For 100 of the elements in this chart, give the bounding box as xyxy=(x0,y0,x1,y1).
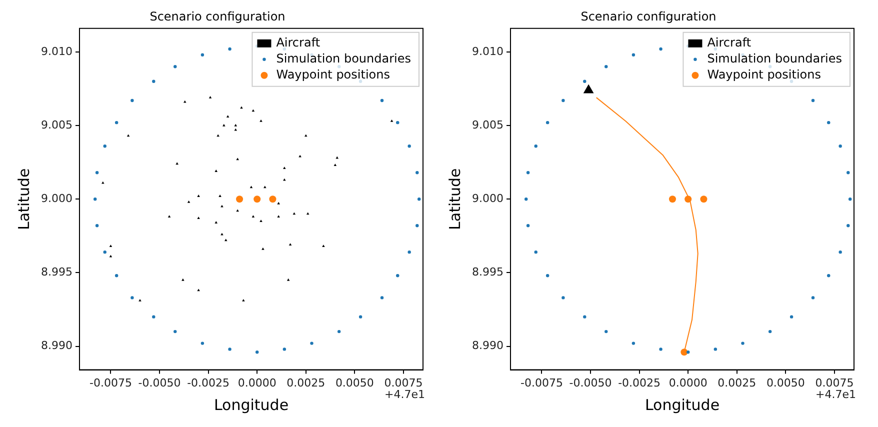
point xyxy=(838,144,842,148)
text: +4.7e1 xyxy=(816,388,856,402)
point xyxy=(811,296,815,300)
point xyxy=(416,171,419,174)
point xyxy=(408,250,411,254)
point xyxy=(109,254,112,258)
point xyxy=(306,212,310,215)
y-axis-title: Latitude xyxy=(14,168,33,230)
point xyxy=(222,124,226,126)
y-tick-label: 8.995 xyxy=(40,266,72,279)
point xyxy=(292,212,296,215)
x-tick-label: 0.0050 xyxy=(766,376,805,390)
point xyxy=(176,162,178,165)
x-tick-label: -0.0025 xyxy=(187,376,230,390)
point xyxy=(182,278,184,281)
legend-label: Aircraft xyxy=(276,36,320,50)
point xyxy=(583,84,594,94)
point xyxy=(526,171,530,174)
point xyxy=(126,134,130,137)
point xyxy=(197,216,200,220)
point xyxy=(277,202,280,204)
point xyxy=(790,315,794,318)
x-tick-label: 0.0075 xyxy=(384,376,423,390)
point xyxy=(534,144,538,148)
point xyxy=(310,342,314,345)
point xyxy=(546,274,550,278)
point xyxy=(220,204,224,208)
point xyxy=(187,200,190,203)
point xyxy=(103,144,106,148)
legend-label: Simulation boundaries xyxy=(276,52,412,66)
x-tick-label: 0.0000 xyxy=(668,376,708,390)
point xyxy=(632,53,636,56)
point xyxy=(304,134,308,137)
legend-label: Simulation boundaries xyxy=(707,52,842,66)
y-tick-label: 9.000 xyxy=(40,192,72,205)
point xyxy=(526,224,530,228)
x-tick-label: 0.0025 xyxy=(286,376,326,390)
point xyxy=(583,315,586,318)
point xyxy=(228,348,232,351)
text: +4.7e1 xyxy=(384,388,425,402)
point xyxy=(252,215,255,218)
point xyxy=(114,120,118,124)
point xyxy=(337,330,341,334)
point xyxy=(264,186,266,188)
point xyxy=(846,171,850,174)
point xyxy=(583,80,586,83)
point xyxy=(197,288,200,292)
point xyxy=(168,215,171,218)
x-tick-label: -0.0050 xyxy=(569,376,612,390)
point xyxy=(184,100,186,103)
legend-label: Waypoint positions xyxy=(276,68,390,82)
point xyxy=(684,196,692,203)
point xyxy=(174,65,177,68)
point xyxy=(668,196,676,203)
y-tick-label: 9.005 xyxy=(472,118,504,132)
y-tick-label: 9.010 xyxy=(472,44,504,58)
point xyxy=(838,250,842,254)
point xyxy=(358,315,362,318)
point xyxy=(208,96,212,98)
x-axis-title: Longitude xyxy=(644,396,720,414)
point xyxy=(524,198,528,201)
point xyxy=(700,196,708,203)
point xyxy=(632,342,636,345)
point xyxy=(562,98,565,102)
point xyxy=(334,164,337,166)
point xyxy=(254,196,261,203)
point xyxy=(811,98,815,102)
point xyxy=(250,186,253,188)
x-tick-label: 0.0075 xyxy=(815,376,854,390)
point xyxy=(130,296,134,300)
point xyxy=(256,350,259,354)
point xyxy=(604,330,608,334)
point xyxy=(286,278,290,281)
point xyxy=(95,224,99,228)
point xyxy=(416,224,419,228)
point xyxy=(234,124,238,126)
point xyxy=(848,198,852,201)
point xyxy=(768,330,772,334)
point xyxy=(827,274,830,278)
point xyxy=(408,144,411,148)
point xyxy=(240,106,243,109)
point xyxy=(130,98,134,102)
point xyxy=(174,330,177,334)
y-tick-label: 9.010 xyxy=(40,44,72,58)
y-tick-label: 9.005 xyxy=(40,118,72,132)
point xyxy=(152,315,156,318)
point xyxy=(604,65,608,68)
x-tick-label: -0.0075 xyxy=(89,376,132,390)
point xyxy=(103,250,106,254)
point xyxy=(200,53,204,56)
point xyxy=(236,196,244,203)
point xyxy=(741,342,744,345)
y-tick-label: 8.990 xyxy=(40,339,72,352)
point xyxy=(277,215,280,218)
point xyxy=(283,178,286,181)
point xyxy=(396,274,400,278)
x-tick-label: -0.0050 xyxy=(138,376,181,390)
x-axis-title: Longitude xyxy=(214,396,289,414)
point xyxy=(417,198,421,201)
point xyxy=(200,342,204,345)
